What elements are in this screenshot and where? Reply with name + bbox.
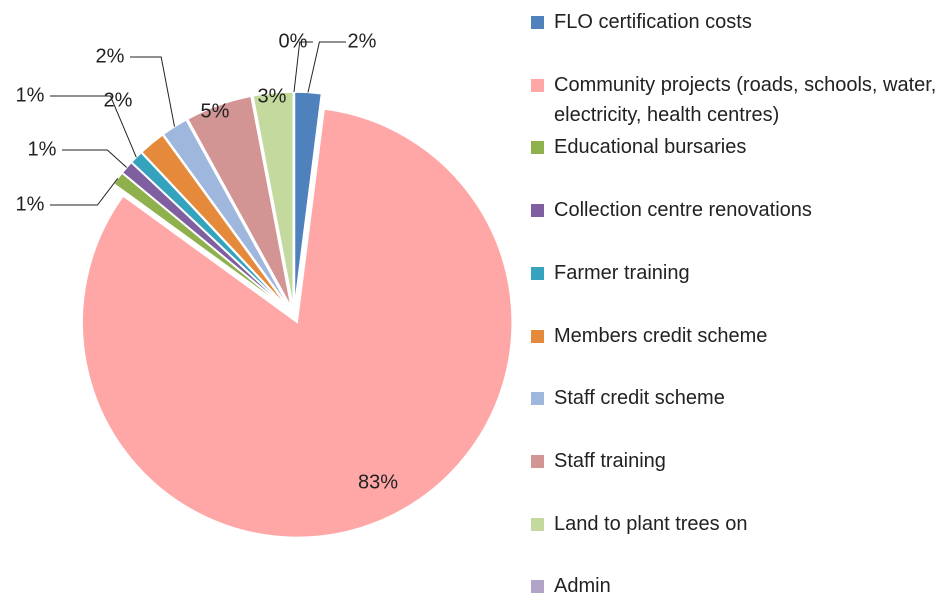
legend-label: FLO certification costs — [554, 11, 752, 33]
pie-slice — [140, 133, 290, 310]
legend-entry: Admin — [531, 571, 949, 595]
leader-line — [130, 56, 176, 127]
legend-label: Admin — [554, 575, 611, 595]
legend-label: Farmer training — [554, 261, 690, 284]
legend-swatch — [531, 16, 544, 29]
data-label: 1% — [16, 193, 45, 215]
legend-entry: Collection centre renovations — [531, 195, 949, 225]
legend-swatch — [531, 329, 544, 343]
legend-swatch — [531, 517, 544, 531]
legend-entry: Farmer training — [531, 258, 949, 288]
legend-entry: Land to plant trees on — [531, 509, 949, 539]
data-label: 1% — [16, 84, 45, 106]
data-label: 2% — [348, 30, 377, 52]
pie-slice — [81, 108, 513, 539]
pie-slice — [130, 151, 289, 310]
leader-line — [62, 149, 128, 168]
data-label: 2% — [96, 45, 125, 67]
data-label: 83% — [358, 471, 398, 493]
legend-entry: Members credit scheme — [531, 321, 949, 351]
data-label: 0% — [279, 30, 308, 52]
pie-area: 2% 83% 1% 1% 1% 2% 2% 5% 3% 0% — [16, 30, 513, 539]
legend-swatch — [531, 204, 544, 218]
data-label: 2% — [104, 89, 133, 111]
legend-label: Members credit scheme — [554, 324, 768, 347]
legend-label: Educational bursaries — [554, 136, 747, 159]
legend-swatch — [531, 454, 544, 468]
pie-slice — [252, 91, 294, 308]
legend-swatch — [531, 392, 544, 406]
leader-line — [307, 41, 346, 93]
legend-label: Land to plant trees on — [554, 512, 748, 535]
legend-label: Staff credit scheme — [554, 387, 725, 410]
data-label: 3% — [258, 85, 287, 107]
legend-entry: Educational bursaries — [531, 132, 949, 162]
legend-entry: FLO certification costs — [531, 7, 949, 37]
legend-entry: Community projects (roads, schools, wate… — [531, 70, 949, 130]
legend-label: Collection centre renovations — [554, 199, 812, 222]
leader-line — [293, 41, 313, 93]
legend-label: Community projects (roads, schools, wate… — [554, 73, 937, 126]
legend-label: Staff training — [554, 449, 666, 472]
legend-swatch — [531, 141, 544, 155]
legend-swatch — [531, 266, 544, 280]
legend-swatch — [531, 78, 544, 92]
leader-line — [50, 95, 137, 158]
leader-line — [50, 178, 119, 206]
data-label: 1% — [28, 138, 57, 160]
data-label: 5% — [201, 100, 230, 122]
pie-slice — [186, 95, 293, 308]
legend-entry: Staff credit scheme — [531, 383, 949, 413]
legend-swatch — [531, 580, 544, 594]
legend-entry: Staff training — [531, 446, 949, 476]
